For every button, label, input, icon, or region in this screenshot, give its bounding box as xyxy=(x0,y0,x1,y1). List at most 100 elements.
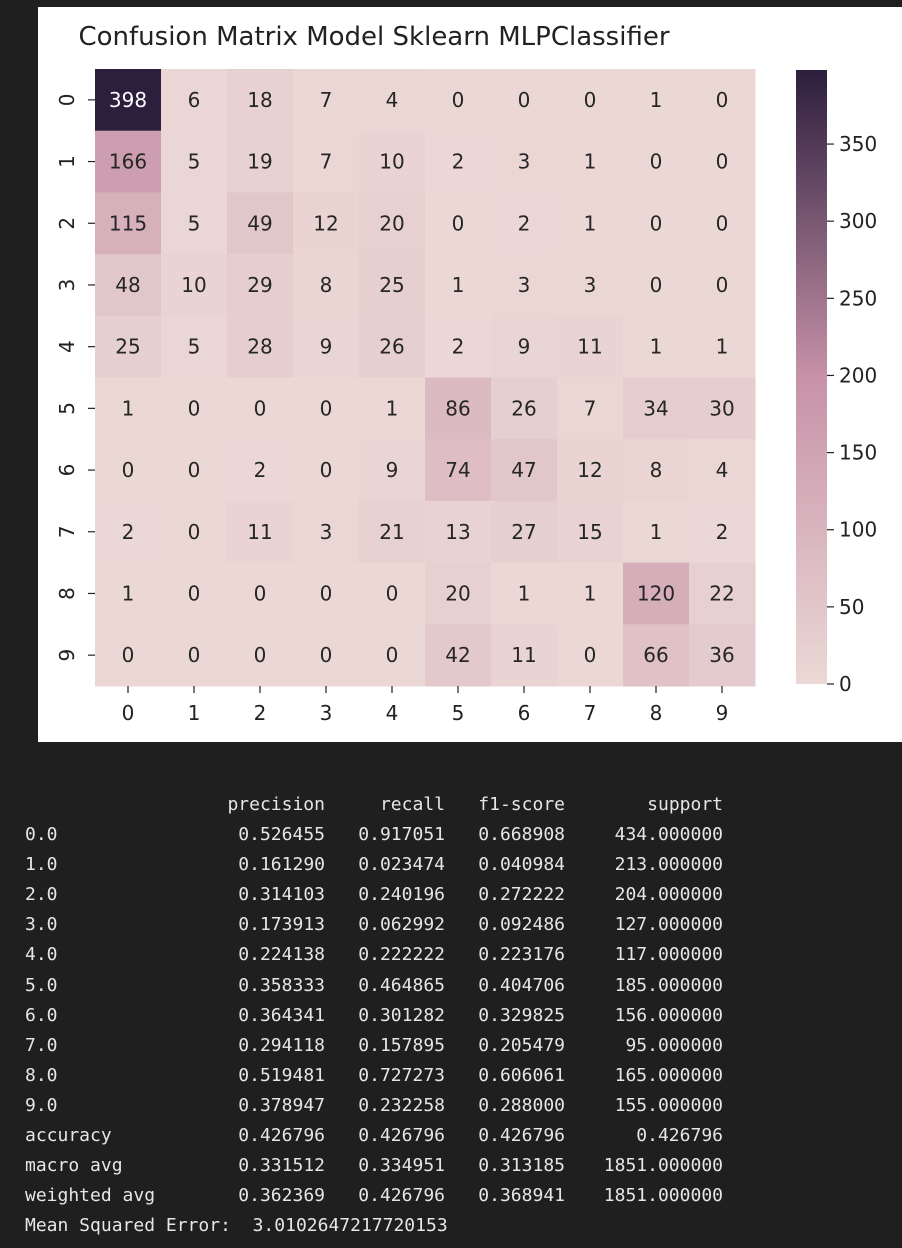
cell-value-label: 12 xyxy=(313,211,338,235)
heatmap-cell xyxy=(425,377,492,440)
report-cell-recall: 0.727273 xyxy=(358,1064,445,1086)
heatmap-cell xyxy=(689,624,756,687)
heatmap-cell xyxy=(557,500,624,564)
report-cell-recall: 0.301282 xyxy=(358,1004,445,1026)
report-row: 6.0 0.364341 0.301282 0.329825 156.000000 xyxy=(25,1001,885,1031)
report-cell-recall: 0.232258 xyxy=(358,1094,445,1116)
heatmap-cell xyxy=(227,439,294,502)
x-tick-label: 3 xyxy=(320,701,333,725)
cell-value-label: 0 xyxy=(716,150,729,174)
heatmap-cell xyxy=(491,130,558,193)
cell-value-label: 25 xyxy=(379,273,404,297)
heatmap-cell xyxy=(293,69,360,132)
classification-report: precision recall f1-score support 0.0 0.5… xyxy=(25,790,885,1241)
heatmap-cell xyxy=(95,500,162,564)
cell-value-label: 0 xyxy=(386,581,399,605)
heatmap-cell xyxy=(689,254,756,317)
report-cell-support: 434.000000 xyxy=(614,824,723,846)
report-cell-precision: 0.224138 xyxy=(238,944,325,966)
cell-value-label: 115 xyxy=(109,211,147,235)
cell-value-label: 0 xyxy=(188,458,201,482)
heatmap-cell xyxy=(293,377,360,440)
heatmap-cell xyxy=(623,315,690,378)
cell-value-label: 0 xyxy=(188,581,201,605)
report-cell-recall: 0.023474 xyxy=(358,854,445,876)
heatmap-cell xyxy=(359,624,426,687)
heatmap-cell xyxy=(425,254,492,317)
cell-value-label: 2 xyxy=(452,150,465,174)
heatmap-cell xyxy=(161,192,228,255)
heatmap-cell xyxy=(227,69,294,132)
cell-value-label: 0 xyxy=(518,88,531,112)
heatmap-cell xyxy=(161,624,228,687)
report-row: 7.0 0.294118 0.157895 0.205479 95.000000 xyxy=(25,1031,885,1061)
heatmap-cell xyxy=(227,254,294,317)
colorbar-tick-label: 50 xyxy=(839,595,864,619)
heatmap-cell xyxy=(425,69,492,132)
report-cell-precision: 0.294118 xyxy=(238,1034,325,1056)
cell-value-label: 1 xyxy=(386,396,399,420)
report-cell-f1: 0.329825 xyxy=(478,1004,565,1026)
cell-value-label: 49 xyxy=(247,211,272,235)
heatmap-cell xyxy=(623,254,690,317)
heatmap-cell xyxy=(293,500,360,564)
cell-value-label: 1 xyxy=(584,581,597,605)
heatmap-cell xyxy=(227,315,294,378)
heatmap-cell xyxy=(491,562,558,625)
heatmap-cell xyxy=(557,562,624,625)
cell-value-label: 0 xyxy=(716,211,729,235)
cell-value-label: 19 xyxy=(247,150,272,174)
report-cell-precision: 0.358333 xyxy=(238,974,325,996)
cell-value-label: 3 xyxy=(518,273,531,297)
report-cell-precision: 0.519481 xyxy=(238,1064,325,1086)
report-cell-recall: 0.062992 xyxy=(358,914,445,936)
heatmap-cell xyxy=(161,500,228,564)
heatmap-cell xyxy=(689,69,756,132)
colorbar xyxy=(796,70,827,684)
y-tick-label: 8 xyxy=(55,587,79,600)
y-tick-label: 3 xyxy=(55,279,79,292)
heatmap-cell xyxy=(95,130,162,193)
report-cell-f1: 0.288000 xyxy=(478,1094,565,1116)
heatmap-cell xyxy=(623,624,690,687)
report-row-label: 5.0 xyxy=(25,974,58,996)
heatmap-cell xyxy=(557,315,624,378)
report-cell-f1: 0.092486 xyxy=(478,914,565,936)
report-row: weighted avg 0.362369 0.426796 0.368941 1851… xyxy=(25,1181,885,1211)
report-cell-support: 1851.000000 xyxy=(603,1155,723,1177)
report-cell-f1: 0.205479 xyxy=(478,1034,565,1056)
heatmap-cell xyxy=(623,130,690,193)
cell-value-label: 26 xyxy=(511,396,536,420)
report-cell-f1: 0.368941 xyxy=(478,1185,565,1207)
x-tick-label: 2 xyxy=(254,701,267,725)
heatmap-cell xyxy=(425,439,492,502)
heatmap-cell xyxy=(491,624,558,687)
heatmap-cell xyxy=(425,130,492,193)
cell-value-label: 1 xyxy=(650,335,663,359)
cell-value-label: 0 xyxy=(320,396,333,420)
x-tick-label: 9 xyxy=(716,701,729,725)
cell-value-label: 398 xyxy=(109,88,147,112)
heatmap-cell xyxy=(359,130,426,193)
cell-value-label: 1 xyxy=(716,335,729,359)
cell-value-label: 10 xyxy=(379,150,404,174)
report-row-label: 4.0 xyxy=(25,944,58,966)
report-row-label: 9.0 xyxy=(25,1094,58,1116)
x-tick-label: 8 xyxy=(650,701,663,725)
heatmap-cell xyxy=(623,377,690,440)
cell-value-label: 5 xyxy=(188,211,201,235)
report-cell-recall: 0.464865 xyxy=(358,974,445,996)
report-row-label: 2.0 xyxy=(25,884,58,906)
cell-value-label: 0 xyxy=(188,396,201,420)
heatmap-cell xyxy=(95,315,162,378)
cell-value-label: 48 xyxy=(115,273,140,297)
heatmap-cell xyxy=(161,69,228,132)
report-cell-recall: 0.240196 xyxy=(358,884,445,906)
heatmap-cell xyxy=(161,377,228,440)
mse-label: Mean Squared Error: xyxy=(25,1215,231,1237)
mse-value: 3.0102647217720153 xyxy=(252,1215,448,1237)
cell-value-label: 166 xyxy=(109,150,147,174)
y-tick-label: 6 xyxy=(55,464,79,477)
cell-value-label: 29 xyxy=(247,273,272,297)
report-cell-recall: 0.334951 xyxy=(358,1155,445,1177)
